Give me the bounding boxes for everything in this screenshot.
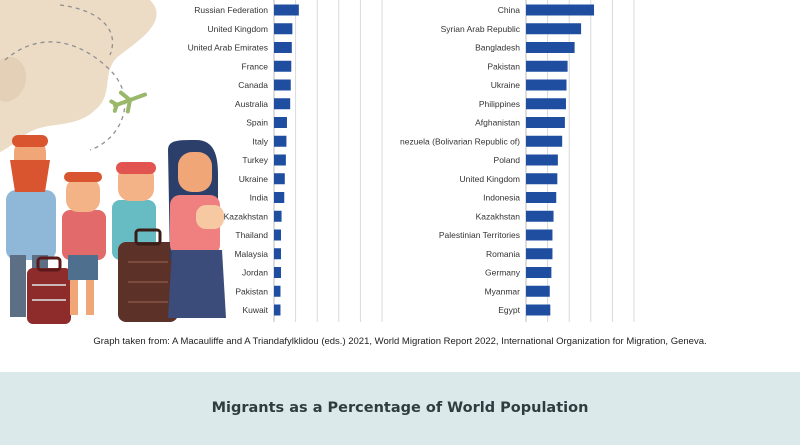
bar: [526, 154, 558, 166]
bar: [274, 248, 282, 260]
category-label: Philippines: [479, 99, 520, 109]
category-label: Syrian Arab Republic: [441, 24, 521, 34]
category-label: Kuwait: [242, 305, 268, 315]
category-label: Romania: [486, 249, 520, 259]
category-label: United Kingdom: [208, 24, 268, 34]
category-label: Afghanistan: [475, 118, 520, 128]
bar: [526, 117, 565, 128]
bar: [526, 285, 550, 297]
bar: [526, 60, 568, 72]
category-label: Ukraine: [491, 80, 521, 90]
section-band: Migrants as a Percentage of World Popula…: [0, 372, 800, 445]
bar: [526, 304, 551, 316]
bar: [526, 173, 558, 185]
category-label: Egypt: [498, 305, 520, 315]
category-label: Venezuela (Bolivarian Republic of): [400, 136, 520, 146]
bar: [274, 173, 285, 185]
category-label: Spain: [246, 118, 268, 128]
category-label: United Arab Emirates: [188, 43, 268, 53]
bar: [274, 60, 292, 72]
bar: [274, 98, 291, 110]
bar: [274, 23, 293, 35]
bar: [274, 192, 285, 203]
bar: [274, 79, 291, 91]
category-label: Indonesia: [483, 193, 520, 203]
category-label: China: [498, 5, 520, 15]
bar: [274, 210, 282, 222]
bar: [274, 4, 299, 16]
mother-figure: [168, 140, 226, 318]
category-label: Myanmar: [485, 286, 521, 296]
bar: [274, 154, 286, 166]
bar: [526, 192, 557, 203]
category-label: Russian Federation: [194, 5, 268, 15]
category-label: Jordan: [242, 268, 268, 278]
bar: [274, 229, 282, 241]
category-label: Canada: [238, 80, 268, 90]
suitcase-brown: [118, 228, 178, 322]
bar: [526, 229, 553, 241]
bar: [526, 98, 566, 110]
category-label: Kazakhstan: [476, 211, 521, 221]
category-label: Thailand: [235, 230, 268, 240]
bar: [526, 42, 575, 53]
category-label: Kazakhstan: [224, 211, 269, 221]
migrant-family-illustration: [0, 0, 226, 324]
boy-figure: [62, 172, 106, 315]
flight-path-dashed: [4, 41, 126, 151]
category-label: Pakistan: [487, 61, 520, 71]
bar: [274, 42, 292, 53]
category-label: India: [250, 193, 269, 203]
category-label: France: [242, 61, 269, 71]
airplane-icon: [109, 90, 148, 114]
flight-path-dashed-2: [59, 4, 114, 56]
category-label: Pakistan: [235, 286, 268, 296]
bar: [274, 267, 282, 278]
bar: [274, 285, 281, 297]
bar: [274, 117, 287, 128]
bar: [526, 135, 563, 147]
bar: [526, 248, 553, 260]
bar: [526, 79, 567, 91]
category-label: Ukraine: [239, 174, 269, 184]
map-shape: [0, 0, 157, 152]
suitcase-red: [27, 256, 71, 324]
bar: [526, 210, 554, 222]
category-label: Bangladesh: [475, 43, 520, 53]
category-label: United Kingdom: [460, 174, 520, 184]
map-shape-small: [0, 56, 26, 102]
bar: [526, 23, 582, 35]
bar: [526, 4, 595, 16]
chart-top-immigration-countries: Russian Federation United Kingdom United A…: [0, 0, 400, 330]
category-label: Turkey: [242, 155, 268, 165]
category-label: Palestinian Territories: [439, 230, 520, 240]
category-label: Italy: [252, 136, 268, 146]
category-label: Poland: [494, 155, 521, 165]
bar: [274, 135, 287, 147]
category-label: Germany: [485, 268, 521, 278]
chart-top-emigration-countries: China Syrian Arab Republic Bangladesh Pakis…: [400, 0, 800, 330]
bar: [274, 304, 281, 316]
category-label: Malaysia: [234, 249, 268, 259]
section-title: Migrants as a Percentage of World Popula…: [211, 400, 589, 416]
category-label: Australia: [235, 99, 268, 109]
source-note: Graph taken from: A Macauliffe and A Tri…: [93, 336, 707, 347]
bar: [526, 267, 552, 278]
